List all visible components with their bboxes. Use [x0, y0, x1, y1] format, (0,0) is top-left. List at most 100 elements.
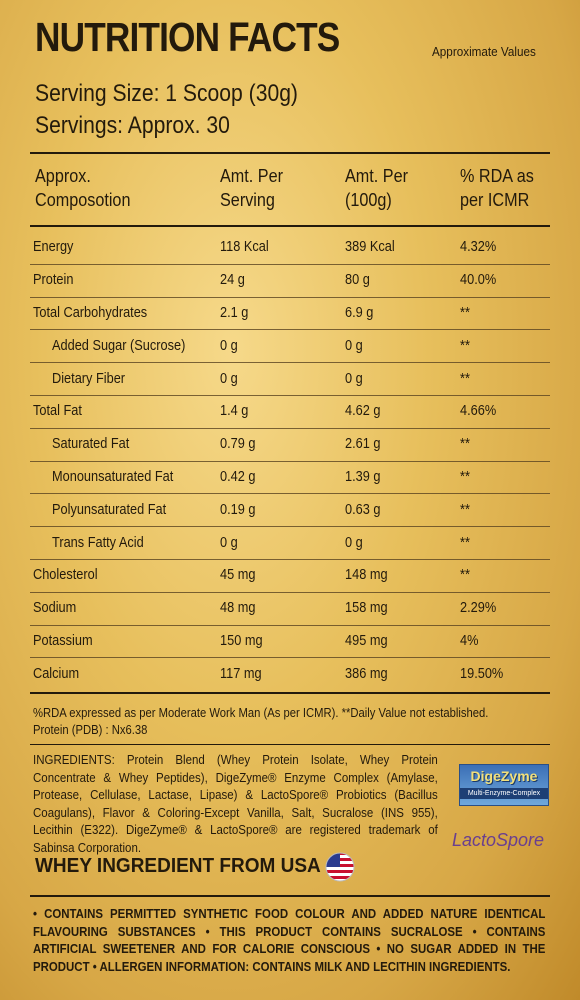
per-serving: 0 g [220, 370, 238, 387]
row-divider [30, 559, 550, 560]
per-100g: 2.61 g [345, 436, 381, 453]
per-serving: 1.4 g [220, 403, 249, 420]
rule [30, 895, 550, 897]
nutrient-name: Added Sugar (Sucrose) [52, 337, 186, 354]
rda: ** [460, 567, 470, 584]
rule [30, 152, 550, 154]
per-serving: 2.1 g [220, 305, 249, 321]
per-serving: 118 Kcal [220, 239, 269, 256]
nutrient-name: Dietary Fiber [52, 370, 126, 387]
per-100g: 4.62 g [345, 403, 381, 420]
column-header: Approx. Composotion [35, 164, 130, 212]
rda: 19.50% [460, 665, 504, 682]
per-100g: 158 mg [345, 600, 388, 617]
nutrient-name: Polyunsaturated Fat [52, 501, 167, 518]
nutrient-name: Trans Fatty Acid [52, 534, 144, 551]
rule [30, 744, 550, 745]
row-divider [30, 296, 550, 298]
per-serving: 45 mg [220, 567, 256, 584]
row-divider [30, 329, 550, 331]
servings: Servings: Approx. 30 [35, 112, 230, 139]
per-100g: 0 g [345, 337, 363, 354]
rda: ** [460, 436, 470, 453]
rda: 4.32% [460, 239, 497, 256]
per-serving: 0.42 g [220, 469, 256, 485]
nutrient-name: Monounsaturated Fat [52, 469, 174, 485]
nutrient-name: Potassium [33, 633, 93, 649]
nutrient-name: Protein [33, 272, 74, 289]
row-divider [30, 427, 550, 429]
rule [30, 225, 550, 227]
per-serving: 0 g [220, 337, 238, 354]
notice: • CONTAINS PERMITTED SYNTHETIC FOOD COLO… [33, 907, 546, 974]
nutrient-name: Total Carbohydrates [33, 305, 148, 321]
row-divider [30, 657, 550, 659]
rule [30, 692, 550, 694]
per-100g: 6.9 g [345, 305, 374, 321]
rda: ** [460, 337, 470, 354]
per-serving: 117 mg [220, 665, 262, 682]
rda: ** [460, 534, 470, 551]
serving-size: Serving Size: 1 Scoop (30g) [35, 80, 298, 107]
origin: WHEY INGREDIENT FROM USA [35, 855, 321, 877]
per-serving: 24 g [220, 272, 245, 289]
logo-text: DigeZyme [470, 768, 538, 784]
per-100g: 0 g [345, 370, 363, 387]
header-line: Composotion [35, 190, 131, 210]
nutrient-name: Sodium [33, 600, 77, 617]
ingredients: INGREDIENTS: Protein Blend (Whey Protein… [33, 753, 438, 855]
footnote: %RDA expressed as per Moderate Work Man … [33, 706, 489, 720]
per-100g: 0.63 g [345, 501, 381, 518]
row-divider [30, 460, 550, 462]
per-serving: 48 mg [220, 600, 256, 617]
column-header: Amt. Per (100g) [345, 164, 408, 212]
per-100g: 0 g [345, 534, 363, 551]
lactospore-logo: LactoSpore [452, 830, 545, 850]
row-divider [30, 493, 550, 495]
header-line: % RDA as [460, 166, 534, 186]
header-line: Serving [220, 190, 275, 210]
per-serving: 0.19 g [220, 501, 256, 518]
row-divider [30, 526, 550, 528]
rda: 2.29% [460, 600, 497, 617]
header-line: Amt. Per [345, 166, 409, 186]
per-100g: 495 mg [345, 633, 388, 649]
header-line: per ICMR [460, 190, 530, 210]
rda: ** [460, 370, 470, 387]
header-line: Approx. [35, 166, 91, 186]
digezyme-logo: DigeZyme Multi-Enzyme-Complex [459, 764, 549, 806]
nutrient-name: Cholesterol [33, 567, 98, 584]
footnote: Protein (PDB) : Nx6.38 [33, 723, 148, 737]
per-100g: 80 g [345, 272, 370, 289]
rda: 40.0% [460, 272, 497, 289]
rda: ** [460, 305, 470, 321]
rda: 4% [460, 633, 479, 649]
row-divider [30, 395, 550, 396]
nutrient-name: Energy [33, 239, 74, 256]
logo-tagline: Multi-Enzyme-Complex [460, 788, 548, 799]
per-serving: 0.79 g [220, 436, 256, 453]
rda: ** [460, 501, 470, 518]
header-line: (100g) [345, 190, 392, 210]
row-divider [30, 591, 550, 593]
approx-note: Approximate Values [432, 44, 536, 59]
row-divider [30, 263, 550, 265]
per-100g: 1.39 g [345, 469, 381, 485]
column-header: % RDA as per ICMR [460, 164, 534, 212]
per-serving: 0 g [220, 534, 238, 551]
rda: 4.66% [460, 403, 497, 420]
title: NUTRITION FACTS [35, 14, 340, 60]
row-divider [30, 362, 550, 364]
header-line: Amt. Per [220, 166, 284, 186]
nutrient-name: Calcium [33, 665, 80, 682]
rda: ** [460, 469, 470, 485]
nutrient-name: Saturated Fat [52, 436, 130, 453]
per-100g: 386 mg [345, 665, 388, 682]
per-100g: 148 mg [345, 567, 388, 584]
us-flag [325, 852, 355, 882]
per-serving: 150 mg [220, 633, 263, 649]
nutrient-name: Total Fat [33, 403, 82, 420]
column-header: Amt. Per Serving [220, 164, 283, 212]
row-divider [30, 624, 550, 626]
